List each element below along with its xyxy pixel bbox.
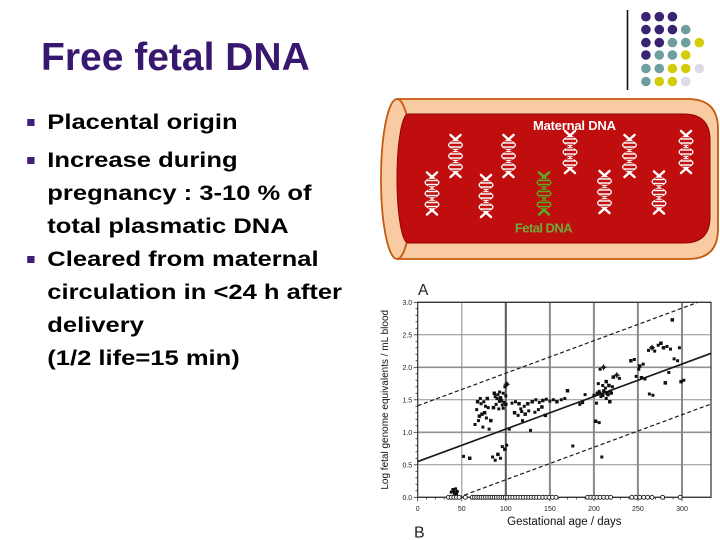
svg-text:150: 150 [544,506,556,513]
svg-text:200: 200 [588,506,600,513]
svg-text:50: 50 [458,506,466,513]
svg-text:Log fetal genome equivalents /: Log fetal genome equivalents / mL blood [380,310,391,490]
svg-text:0.0: 0.0 [402,495,412,502]
svg-text:0: 0 [416,506,420,513]
svg-text:Gestational age / days: Gestational age / days [507,516,622,528]
svg-text:1.0: 1.0 [402,430,412,437]
svg-text:2.5: 2.5 [402,332,412,339]
svg-text:0.5: 0.5 [402,462,412,469]
svg-text:3.0: 3.0 [402,300,412,307]
svg-text:100: 100 [500,506,512,513]
svg-text:Maternal DNA: Maternal DNA [533,118,617,133]
svg-text:1.5: 1.5 [402,397,412,404]
svg-text:A: A [418,282,429,299]
svg-text:2.0: 2.0 [402,365,412,372]
svg-text:B: B [414,524,425,540]
svg-text:300: 300 [676,506,688,513]
svg-text:Fetal DNA: Fetal DNA [515,221,573,236]
svg-text:250: 250 [632,506,644,513]
